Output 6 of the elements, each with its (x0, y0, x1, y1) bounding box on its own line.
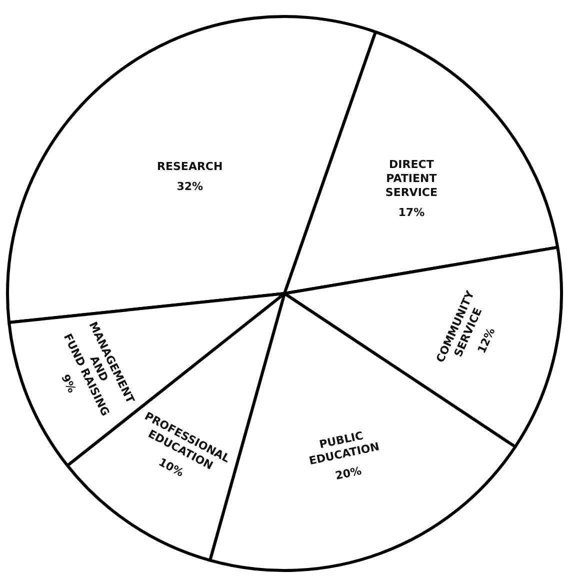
slice-label: DIRECT PATIENT SERVICE (385, 158, 438, 200)
data-label: 17% (398, 206, 425, 220)
data-label: 20% (334, 464, 363, 482)
data-label: 32% (176, 180, 204, 193)
slice-label: RESEARCH (157, 160, 223, 173)
data-label: 9% (58, 372, 78, 395)
